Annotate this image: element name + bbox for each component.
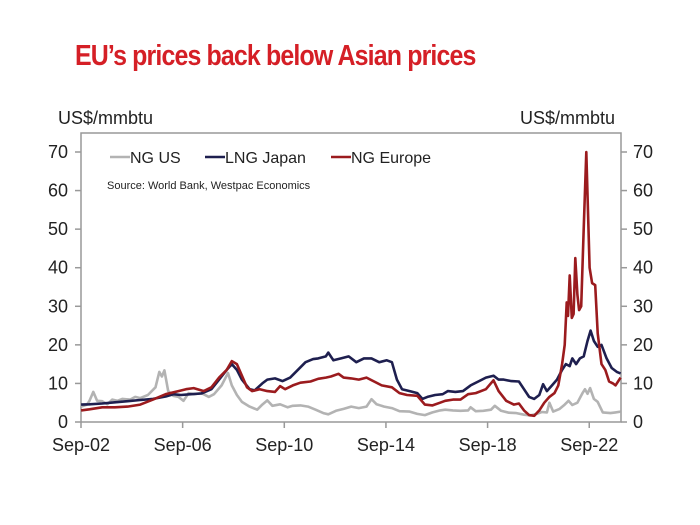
y-tick-label-right: 0 xyxy=(633,412,643,432)
y-axis-left-label: US$/mmbtu xyxy=(58,108,153,128)
x-tick-label: Sep-06 xyxy=(154,435,212,455)
source-note: Source: World Bank, Westpac Economics xyxy=(107,180,311,192)
y-tick-label-right: 50 xyxy=(633,219,653,239)
y-axis-right-label: US$/mmbtu xyxy=(520,108,615,128)
y-tick-label-left: 50 xyxy=(48,219,68,239)
y-tick-label-right: 60 xyxy=(633,181,653,201)
x-tick-label: Sep-14 xyxy=(357,435,415,455)
plot-frame xyxy=(80,132,622,423)
axes xyxy=(80,132,622,423)
x-tick-label: Sep-10 xyxy=(255,435,313,455)
series-line-ng-us xyxy=(80,369,621,417)
legend-label-lng-japan: LNG Japan xyxy=(225,150,306,167)
x-tick-label: Sep-18 xyxy=(459,435,517,455)
y-tick-label-right: 20 xyxy=(633,335,653,355)
legend-label-ng-us: NG US xyxy=(130,150,181,167)
x-tick-label: Sep-02 xyxy=(52,435,110,455)
y-tick-label-right: 30 xyxy=(633,296,653,316)
chart-title: EU’s prices back below Asian prices xyxy=(75,40,476,72)
y-axis-right: 0 10 20 30 40 50 60 70 xyxy=(621,142,653,432)
y-axis-left: 0 10 20 30 40 50 60 70 xyxy=(48,142,81,432)
x-tick-label: Sep-22 xyxy=(560,435,618,455)
y-tick-label-right: 70 xyxy=(633,142,653,162)
y-tick-label-left: 40 xyxy=(48,258,68,278)
y-tick-label-left: 30 xyxy=(48,296,68,316)
y-tick-label-left: 70 xyxy=(48,142,68,162)
y-tick-label-right: 10 xyxy=(633,373,653,393)
x-axis: Sep-02 Sep-06 Sep-10 Sep-14 Sep-18 Sep-22 xyxy=(52,422,618,455)
series-line-lng-japan xyxy=(81,329,622,406)
y-tick-label-left: 20 xyxy=(48,335,68,355)
y-tick-label-left: 60 xyxy=(48,181,68,201)
series-layer xyxy=(80,150,622,418)
y-tick-label-left: 0 xyxy=(58,412,68,432)
legend-label-ng-europe: NG Europe xyxy=(351,150,431,167)
series-line-ng-europe xyxy=(80,150,622,418)
y-tick-label-right: 40 xyxy=(633,258,653,278)
y-tick-label-left: 10 xyxy=(48,373,68,393)
legend: NG US LNG Japan NG Europe xyxy=(110,150,431,167)
